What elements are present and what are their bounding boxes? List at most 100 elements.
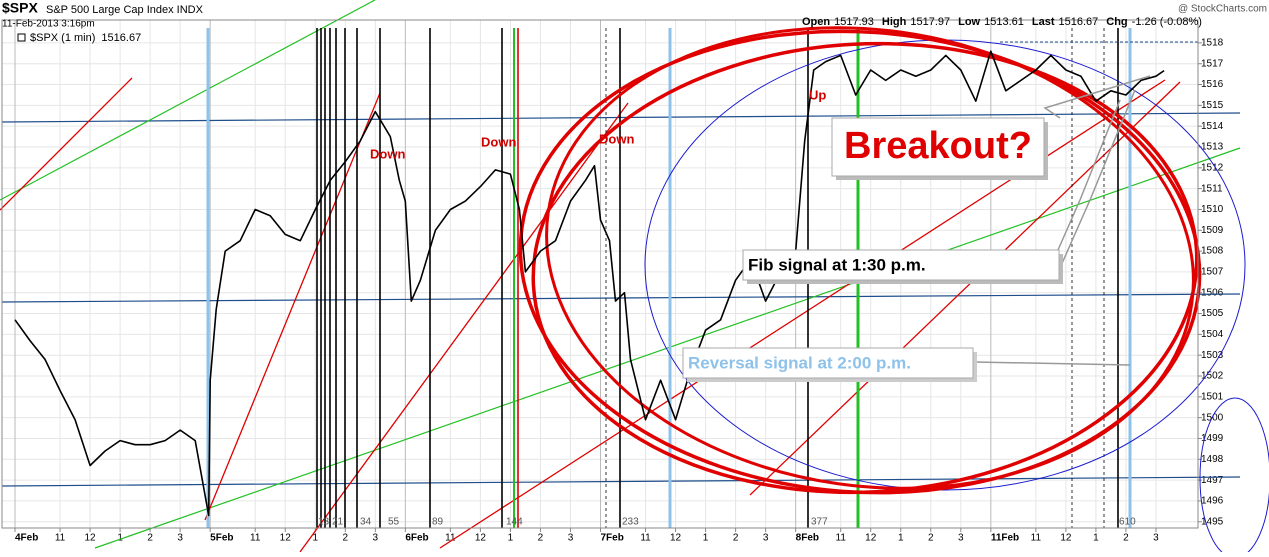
fib-labels: 13 21 34 55 89 144 233 377 610 <box>318 517 1136 528</box>
x-tick-label: 12 <box>1060 533 1072 544</box>
legend-label: $SPX (1 min) <box>30 32 95 44</box>
quote-value: 1517.97 <box>910 16 950 28</box>
x-tick-label: 12 <box>865 533 877 544</box>
x-tick-label: 11 <box>1031 533 1042 544</box>
x-tick-label: 11 <box>836 533 847 544</box>
fib-box <box>742 249 1060 281</box>
chart-title: S&P 500 Large Cap Index INDX <box>46 4 204 16</box>
x-tick-label: 2 <box>538 533 544 544</box>
y-tick-label: 1514 <box>1201 121 1224 132</box>
red-trend-line <box>749 81 1181 496</box>
y-tick-label: 1498 <box>1201 454 1224 465</box>
fib-label: 144 <box>506 517 523 528</box>
x-tick-label: 2 <box>343 533 349 544</box>
x-tick-label: 11 <box>445 533 456 544</box>
price-line <box>14 50 1165 517</box>
legend-value: 1516.67 <box>101 32 141 44</box>
red-trend-line <box>204 92 381 521</box>
plot <box>14 50 1165 517</box>
x-tick-label: 11 <box>55 533 66 544</box>
x-tick-label: 3 <box>568 533 574 544</box>
dashed-time-lines <box>605 28 1105 528</box>
fib-label: 55 <box>388 517 400 528</box>
x-tick-label: 11Feb <box>991 533 1019 544</box>
y-tick-label: 1513 <box>1201 142 1224 153</box>
quote: Open 1517.93 High 1517.97 Low 1513.61 Last 1516… <box>802 16 1202 28</box>
x-tick-label: 3 <box>958 533 964 544</box>
red-trend-line <box>299 102 629 553</box>
x-tick-label: 2 <box>1123 533 1129 544</box>
quote-label: Low <box>958 16 980 28</box>
y-tick-label: 1497 <box>1201 475 1224 486</box>
y-tick-label: 1517 <box>1201 58 1224 69</box>
blue-arc <box>1199 397 1269 557</box>
annotation-text: Down <box>599 131 634 146</box>
red-trend-line <box>0 77 133 211</box>
x-tick-label: 8Feb <box>796 533 819 544</box>
x-tick-label: 3 <box>177 533 183 544</box>
fib-label: 610 <box>1119 517 1136 528</box>
x-tick-label: 12 <box>85 533 97 544</box>
y-tick-label: 1505 <box>1201 308 1224 319</box>
green-trend-line <box>0 0 376 201</box>
x-tick-label: 1 <box>1093 533 1099 544</box>
quote-label: Last <box>1032 16 1055 28</box>
x-tick-label: 2 <box>147 533 153 544</box>
annotation-text: Down <box>481 134 516 149</box>
callout-line <box>1043 75 1151 119</box>
x-tick-label: 7Feb <box>601 533 624 544</box>
fib-label: 21 <box>332 517 344 528</box>
y-tick-label: 1507 <box>1201 267 1224 278</box>
x-tick-label: 12 <box>670 533 682 544</box>
x-tick-label: 1 <box>312 533 318 544</box>
reversal-box <box>682 347 974 379</box>
y-tick-label: 1516 <box>1201 79 1224 90</box>
x-tick-label: 4Feb <box>15 533 38 544</box>
y-tick-label: 1502 <box>1201 371 1224 382</box>
x-tick-label: 5Feb <box>210 533 233 544</box>
y-tick-label: 1510 <box>1201 204 1224 215</box>
fib-label: 13 <box>318 517 330 528</box>
fib-label: 233 <box>622 517 639 528</box>
x-tick-label: 3 <box>763 533 769 544</box>
x-tick-label: 1 <box>703 533 709 544</box>
x-tick-label: 2 <box>928 533 934 544</box>
x-tick-label: 2 <box>733 533 739 544</box>
date: 11-Feb-2013 3:16pm <box>2 19 95 30</box>
breakout-box <box>831 117 1045 177</box>
callout-line <box>1059 89 1136 269</box>
x-tick-label: 12 <box>280 533 292 544</box>
x-tick-label: 3 <box>1153 533 1159 544</box>
y-tick-label: 1509 <box>1201 225 1224 236</box>
fib-label: 377 <box>811 517 828 528</box>
annotation-text: Breakout? <box>844 125 1032 167</box>
quote-value: 1513.61 <box>984 16 1024 28</box>
y-tick-label: 1499 <box>1201 433 1224 444</box>
x-tick-label: 11 <box>640 533 651 544</box>
x-tick-label: 11 <box>250 533 261 544</box>
symbol: $SPX <box>2 0 38 16</box>
quote-label: Open <box>802 16 830 28</box>
quote-value: 1517.93 <box>834 16 874 28</box>
y-tick-label: 1512 <box>1201 162 1224 173</box>
plot-frame <box>1 19 1199 529</box>
x-tick-label: 1 <box>508 533 514 544</box>
y-tick-label: 1501 <box>1201 391 1224 402</box>
x-tick-label: 3 <box>373 533 379 544</box>
quote-value: 1516.67 <box>1059 16 1099 28</box>
y-tick-label: 1495 <box>1201 516 1224 527</box>
green-trend-line <box>94 147 1241 549</box>
red-ellipse <box>531 41 1199 495</box>
red-ellipse <box>545 26 1195 490</box>
source: @ StockCharts.com <box>1178 4 1267 15</box>
y-tick-label: 1511 <box>1201 183 1223 194</box>
quote-label: High <box>882 16 907 28</box>
legend-icon <box>17 33 26 42</box>
y-tick-label: 1506 <box>1201 287 1224 298</box>
annotation-text: Down <box>370 146 405 161</box>
x-tick-label: 6Feb <box>405 533 428 544</box>
quote-value: -1.26 (-0.08%) <box>1132 16 1202 28</box>
